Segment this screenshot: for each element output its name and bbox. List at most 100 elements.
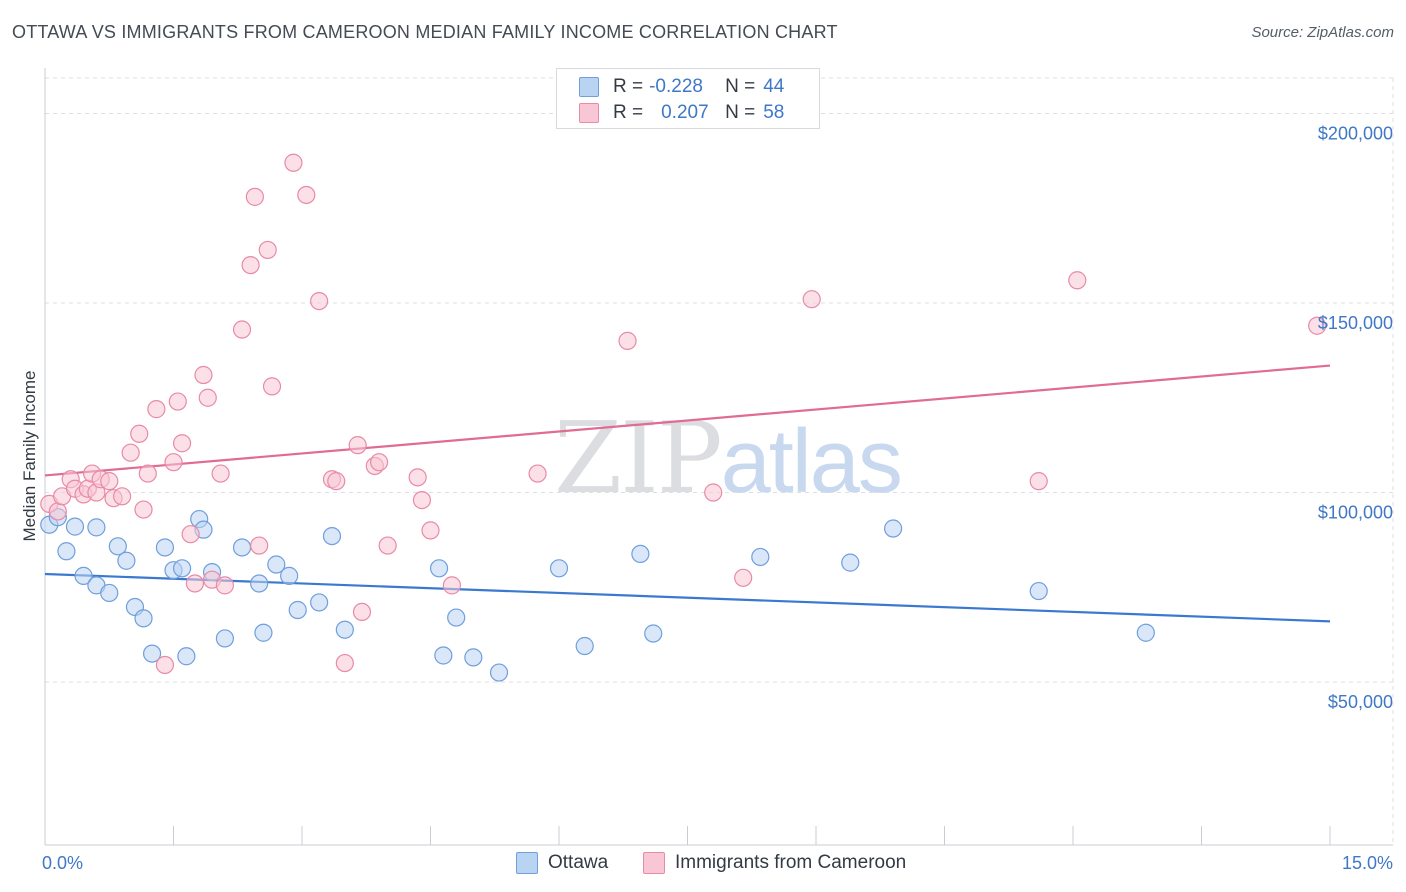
data-point-cameroon	[297, 185, 316, 205]
data-point-ottawa	[288, 600, 307, 620]
data-point-cameroon	[168, 392, 187, 411]
data-point-ottawa	[57, 542, 76, 561]
data-point-ottawa	[429, 559, 449, 578]
data-point-ottawa	[464, 648, 483, 667]
data-point-cameroon	[134, 500, 153, 519]
trend-line-ottawa	[44, 572, 1331, 623]
data-point-ottawa	[447, 608, 466, 627]
watermark-zip: ZIP	[554, 402, 723, 516]
series-swatch-ottawa	[516, 852, 538, 874]
data-point-cameroon	[310, 292, 329, 311]
data-point-ottawa	[177, 647, 196, 666]
data-point-cameroon	[408, 468, 427, 487]
data-point-cameroon	[232, 320, 252, 339]
legend-r-label: R =	[613, 76, 644, 97]
data-point-cameroon	[734, 568, 753, 587]
legend-n-value-ottawa: 44	[763, 76, 785, 97]
data-point-cameroon	[262, 377, 282, 396]
series-legend-cameroon[interactable]: Immigrants from Cameroon	[643, 852, 906, 874]
data-point-cameroon	[172, 434, 192, 453]
trend-line-cameroon	[44, 364, 1331, 477]
x-tick-label-end: 15.0%	[1342, 853, 1393, 873]
data-point-ottawa	[250, 574, 269, 593]
data-point-cameroon	[335, 653, 354, 673]
data-point-cameroon	[348, 436, 367, 455]
data-point-ottawa	[631, 544, 650, 564]
data-point-cameroon	[245, 187, 264, 206]
trend-layer	[44, 364, 1331, 623]
data-point-ottawa	[280, 566, 299, 585]
data-point-cameroon	[250, 536, 269, 555]
data-point-ottawa	[267, 555, 286, 574]
legend-n-label: N =	[725, 102, 756, 123]
data-point-ottawa	[155, 538, 175, 557]
series-legend: Ottawa Immigrants from Cameroon	[0, 852, 1406, 878]
data-point-cameroon	[48, 502, 67, 521]
data-point-ottawa	[232, 538, 252, 557]
series-label-ottawa: Ottawa	[548, 852, 609, 873]
data-point-ottawa	[549, 559, 569, 578]
series-legend-ottawa[interactable]: Ottawa	[516, 852, 608, 874]
data-point-cameroon	[155, 655, 175, 675]
data-point-ottawa	[335, 620, 354, 639]
legend-r-value-cameroon: 0.207	[661, 102, 709, 123]
data-point-ottawa	[575, 636, 594, 656]
data-point-ottawa	[434, 646, 453, 665]
data-point-ottawa	[172, 559, 192, 578]
data-point-cameroon	[352, 602, 372, 622]
data-point-cameroon	[100, 472, 119, 491]
data-point-cameroon	[421, 521, 440, 540]
data-point-ottawa	[142, 644, 162, 663]
data-point-cameroon	[112, 487, 132, 506]
y-tick-label: $50,000	[1328, 692, 1393, 712]
data-point-cameroon	[215, 576, 234, 595]
data-point-cameroon	[181, 525, 200, 544]
legend-r-value-ottawa: -0.228	[649, 76, 703, 97]
data-point-cameroon	[164, 453, 183, 472]
data-point-ottawa	[215, 629, 234, 648]
series-label-cameroon: Immigrants from Cameroon	[675, 852, 907, 873]
data-point-cameroon	[704, 483, 723, 502]
data-point-ottawa	[751, 547, 770, 567]
data-point-ottawa	[489, 663, 509, 682]
data-point-ottawa	[841, 553, 860, 572]
label-layer: $50,000 $100,000 $150,000 $200,000 0.0% 15.0%…	[20, 123, 1393, 873]
data-point-cameroon	[378, 536, 397, 555]
data-point-cameroon	[194, 365, 213, 385]
data-point-ottawa	[310, 593, 329, 612]
data-point-ottawa	[1029, 581, 1048, 601]
legend-n-value-cameroon: 58	[763, 102, 785, 123]
data-point-ottawa	[108, 537, 127, 556]
data-point-cameroon	[130, 424, 149, 443]
points-layer	[40, 153, 1327, 682]
data-point-ottawa	[322, 526, 342, 546]
source-credit: Source: ZipAtlas.com	[1251, 24, 1394, 41]
legend-row-ottawa: R = -0.228 N = 44	[579, 75, 784, 99]
x-tick-label-start: 0.0%	[42, 853, 83, 873]
series-swatch-cameroon	[643, 852, 665, 874]
chart-title: OTTAWA VS IMMIGRANTS FROM CAMEROON MEDIA…	[12, 22, 838, 42]
legend-n-label: N =	[725, 76, 756, 97]
data-point-cameroon	[211, 464, 230, 483]
legend-swatch-ottawa	[579, 77, 599, 97]
data-point-cameroon	[198, 388, 217, 407]
data-point-ottawa	[644, 624, 663, 643]
data-point-cameroon	[241, 255, 260, 275]
data-point-ottawa	[254, 623, 273, 642]
data-point-cameroon	[284, 153, 303, 172]
watermark-atlas: atlas	[720, 412, 903, 512]
data-point-cameroon	[327, 472, 346, 491]
data-point-cameroon	[1029, 472, 1048, 491]
data-point-ottawa	[87, 518, 106, 537]
data-point-ottawa	[1136, 623, 1155, 642]
data-point-cameroon	[1308, 316, 1327, 335]
data-point-cameroon	[121, 443, 140, 462]
data-point-ottawa	[100, 583, 119, 603]
data-point-ottawa	[65, 517, 85, 536]
watermark: ZIPatlas	[554, 402, 903, 516]
legend-r-label: R =	[613, 102, 644, 123]
data-point-cameroon	[185, 574, 205, 593]
legend-swatch-cameroon	[579, 103, 599, 123]
data-point-cameroon	[802, 290, 821, 309]
